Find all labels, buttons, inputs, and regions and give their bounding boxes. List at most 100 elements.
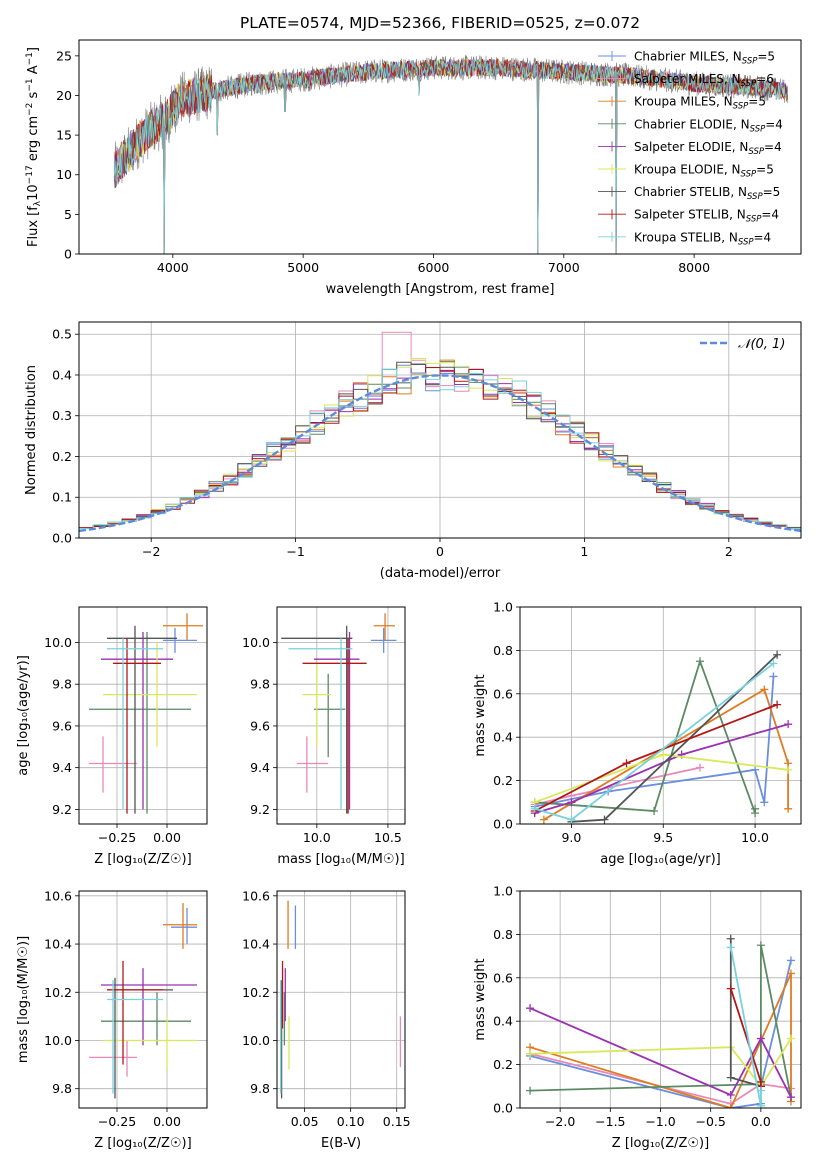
- weight-marker: [526, 1086, 535, 1095]
- weight_vs_Z-panel: −2.0 −1.5 −1.0 −0.5 0.0 0.0 0.2 0.4 0.6 0.8 1.0 Z […: [473, 884, 802, 1151]
- weight-marker: [726, 934, 735, 943]
- plot-frame: [276, 890, 406, 1109]
- y-tick-label: 10.0: [242, 635, 270, 650]
- y-tick-label: 10.0: [242, 1033, 270, 1048]
- weight-marker: [786, 1034, 795, 1043]
- weight-marker: [769, 672, 778, 681]
- y-tick-label: 0.4: [493, 730, 513, 745]
- x-axis-label: Z [log₁₀(Z/Z☉)]: [94, 852, 191, 867]
- weight-marker: [622, 759, 631, 768]
- x-tick-label: 7000: [548, 260, 580, 275]
- y-tick-label: 0.2: [493, 1057, 513, 1072]
- y-tick-label: 0.8: [493, 643, 513, 658]
- weight-line-1: [529, 1052, 792, 1105]
- y-tick-label: 0.0: [493, 817, 513, 832]
- age_vs_mass-plot-area: [281, 613, 397, 814]
- x-tick-label: 0.10: [337, 1114, 365, 1129]
- y-tick-label: 0: [64, 247, 72, 262]
- y-tick-label: 10.2: [242, 985, 270, 1000]
- x-tick-label: −0.25: [98, 830, 136, 845]
- x-axis-label: (data-model)/error: [380, 566, 501, 581]
- x-tick-label: −1.5: [595, 1114, 625, 1129]
- x-tick-label: 9.5: [653, 830, 673, 845]
- y-tick-label: 9.8: [250, 677, 270, 692]
- y-tick-label: 0.0: [493, 1101, 513, 1116]
- weight-marker: [526, 1049, 535, 1058]
- plot-frame: [519, 606, 802, 825]
- y-tick-label: 9.2: [250, 802, 270, 817]
- weight-marker: [567, 798, 576, 807]
- weight-marker: [726, 1073, 735, 1082]
- age_vs_Z-plot-area: [89, 613, 203, 814]
- weight-marker: [786, 969, 795, 978]
- x-tick-label: 0.05: [291, 1114, 319, 1129]
- y-tick-label: 9.4: [250, 760, 270, 775]
- y-tick-label: 0.4: [493, 1014, 513, 1029]
- legend-entry: Salpeter ELODIE, NSSP=4: [634, 140, 782, 157]
- mass_vs_ebv-plot-area: [280, 900, 402, 1099]
- y-tick-label: 5: [64, 207, 72, 222]
- x-tick-label: 4000: [157, 260, 189, 275]
- legend-entry: Kroupa ELODIE, NSSP=5: [634, 163, 774, 180]
- weight-marker: [567, 815, 576, 824]
- x-tick-label: 2: [725, 544, 733, 559]
- legend-entry: Salpeter MILES, NSSP=6: [634, 72, 774, 89]
- weight-marker: [756, 1101, 765, 1108]
- x-axis-label: Z [log₁₀(Z/Z☉)]: [94, 1136, 191, 1151]
- weight-marker: [726, 1090, 735, 1099]
- x-axis-label: mass [log₁₀(M/M☉)]: [277, 852, 404, 867]
- y-tick-label: 1.0: [493, 884, 513, 899]
- x-axis-label: Z [log₁₀(Z/Z☉)]: [612, 1136, 709, 1151]
- y-tick-label: 9.6: [250, 718, 270, 733]
- x-tick-label: 6000: [418, 260, 450, 275]
- weight-marker: [650, 806, 659, 815]
- x-tick-label: 10.0: [741, 830, 769, 845]
- legend-entry: Salpeter STELIB, NSSP=4: [634, 208, 779, 225]
- weight-marker: [773, 650, 782, 659]
- weight-line-5: [529, 1038, 792, 1088]
- y-axis-label: mass weight: [473, 674, 488, 756]
- legend-entry: Chabrier MILES, NSSP=5: [634, 50, 775, 67]
- x-tick-label: 10.5: [374, 830, 402, 845]
- spectrum-panel: 4000 5000 6000 7000 8000 0 5 10 15 20 25 wavelength…: [25, 39, 802, 297]
- weight-line-4: [534, 723, 789, 814]
- weight-marker: [784, 720, 793, 729]
- legend-entry: Kroupa MILES, NSSP=5: [634, 95, 766, 112]
- y-tick-label: 9.8: [52, 677, 72, 692]
- y-tick-label: 10.2: [44, 985, 72, 1000]
- x-tick-label: 0: [436, 544, 444, 559]
- weight-marker: [539, 815, 548, 824]
- y-tick-label: 20: [56, 88, 72, 103]
- weight-marker: [784, 765, 793, 774]
- y-tick-label: 0.8: [493, 927, 513, 942]
- age_vs_Z-panel: −0.25 0.00 9.2 9.4 9.6 9.8 10.0 Z [log₁₀(Z/Z☉)]…: [16, 606, 208, 867]
- x-tick-label: −2.0: [545, 1114, 575, 1129]
- weight-marker: [786, 1093, 795, 1102]
- weight-marker: [530, 804, 539, 813]
- histogram-7: [79, 367, 801, 531]
- plot-frame: [519, 890, 802, 1109]
- y-axis-label: mass weight: [473, 958, 488, 1040]
- weight-marker: [756, 1086, 765, 1095]
- x-tick-label: −0.5: [695, 1114, 725, 1129]
- x-tick-label: −1.0: [645, 1114, 675, 1129]
- weight-marker: [756, 941, 765, 950]
- weight-line-7: [729, 988, 762, 1087]
- legend-entry: Kroupa STELIB, NSSP=4: [634, 230, 771, 247]
- mass_vs_Z-plot-area: [89, 903, 197, 1099]
- y-tick-label: 10.0: [44, 635, 72, 650]
- legend-entry: 𝒩(0, 1): [738, 337, 785, 352]
- weight-marker: [726, 984, 735, 993]
- x-axis-label: age [log₁₀(age/yr)]: [600, 852, 721, 867]
- x-tick-label: 0.15: [383, 1114, 411, 1129]
- y-axis-label: Normed distribution: [24, 365, 39, 495]
- x-tick-label: −0.25: [98, 1114, 136, 1129]
- y-tick-label: 10.6: [242, 888, 270, 903]
- model-spectrum-8: [113, 59, 788, 254]
- y-tick-label: 1.0: [493, 600, 513, 615]
- weight-marker: [760, 798, 769, 807]
- residuals-panel: −2 −1 0 1 2 0.0 0.1 0.2 0.3 0.4 0.5 (data-model)/er…: [24, 321, 802, 581]
- y-tick-label: 9.8: [52, 1081, 72, 1096]
- weight-marker: [786, 956, 795, 965]
- weight-marker: [773, 700, 782, 709]
